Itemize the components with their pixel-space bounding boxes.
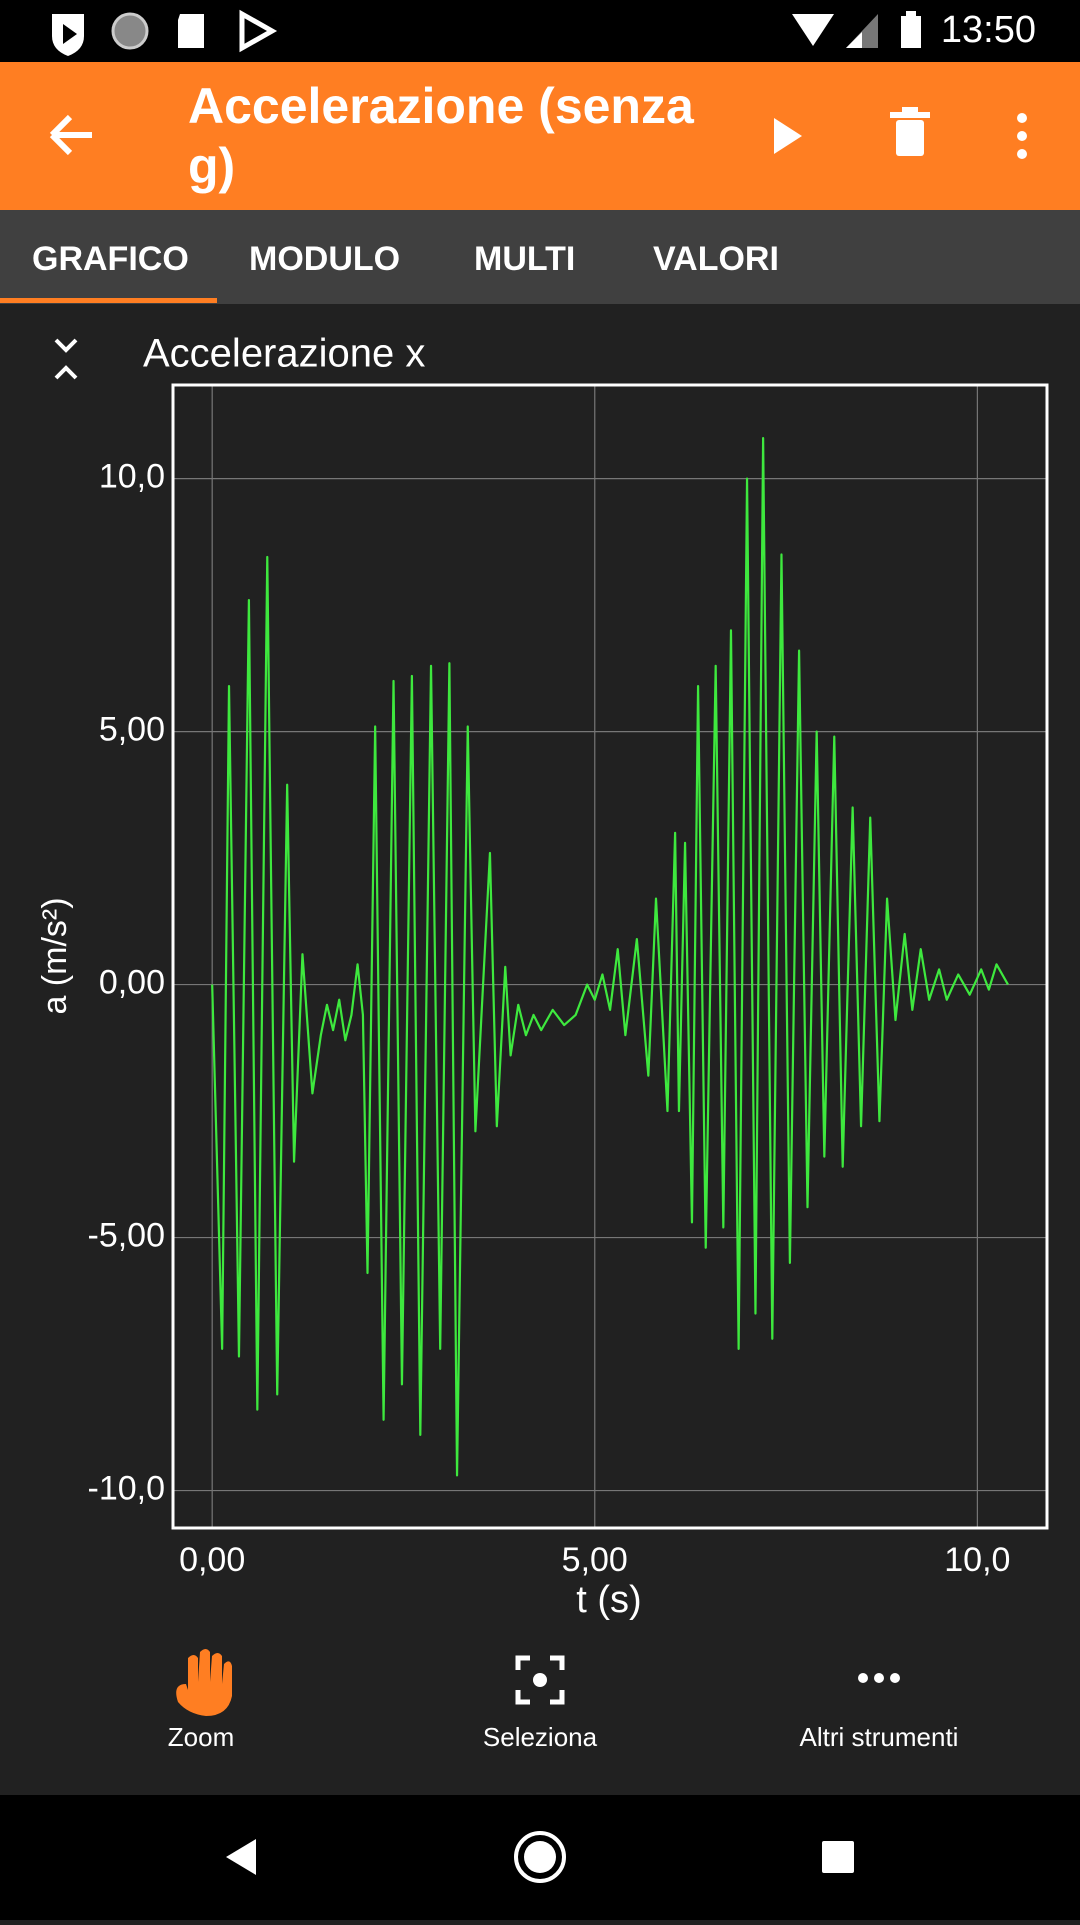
tab[interactable]: VALORI — [653, 240, 779, 278]
select-icon[interactable] — [515, 1655, 565, 1705]
y-tick-label: 10,0 — [99, 458, 165, 496]
tool-label[interactable]: Zoom — [167, 1722, 235, 1752]
toolbar: Accelerazione (senza g) — [0, 62, 1080, 210]
more-tools-icon[interactable] — [858, 1673, 900, 1683]
nav-home[interactable] — [514, 1831, 566, 1883]
status-icons: 13:50 — [52, 9, 1036, 56]
x-tick-label: 5,00 — [562, 1541, 628, 1579]
status-time: 13:50 — [941, 9, 1036, 51]
toolbar-icons — [49, 107, 1027, 159]
tab-bar: GRAFICO MODULO MULTI VALORI — [0, 210, 1080, 304]
x-axis-label: t (s) — [576, 1579, 641, 1621]
y-tick-label: -5,00 — [88, 1217, 166, 1255]
collapse-button[interactable] — [54, 338, 78, 380]
play-button[interactable] — [774, 118, 802, 154]
tab[interactable]: GRAFICO — [32, 240, 189, 278]
status-bar: 13:50 — [0, 0, 1080, 62]
y-axis-label: a (m/s²) — [36, 897, 74, 1014]
y-tick-label: 5,00 — [99, 711, 165, 749]
toolbar-title: Accelerazione (senza g) — [188, 78, 694, 194]
nav-recents[interactable] — [822, 1841, 854, 1873]
zoom-icon[interactable] — [176, 1649, 232, 1716]
y-tick-label: -10,0 — [88, 1470, 166, 1508]
x-tick-label: 10,0 — [944, 1541, 1010, 1579]
y-tick-label: 0,00 — [99, 964, 165, 1002]
tab-indicator — [0, 298, 217, 303]
menu-button[interactable] — [1017, 113, 1027, 159]
x-tick-label: 0,00 — [179, 1541, 245, 1579]
chart: Accelerazione x t (s) a (m/s²) -10,0 -5,0… — [36, 332, 1049, 1621]
tab[interactable]: MODULO — [249, 240, 401, 278]
tool-label[interactable]: Altri strumenti — [799, 1722, 959, 1752]
nav-icons — [226, 1831, 854, 1883]
plot-frame — [171, 383, 1049, 1530]
tab[interactable]: MULTI — [474, 240, 576, 278]
delete-button[interactable] — [890, 107, 930, 156]
chart-title: Accelerazione x — [143, 332, 425, 376]
navigation-bar — [0, 1795, 1080, 1920]
tool-icons — [176, 1649, 900, 1716]
nav-back[interactable] — [226, 1839, 256, 1875]
back-button[interactable] — [49, 114, 92, 156]
data-line — [211, 437, 1009, 1477]
tool-label[interactable]: Seleziona — [482, 1722, 598, 1752]
